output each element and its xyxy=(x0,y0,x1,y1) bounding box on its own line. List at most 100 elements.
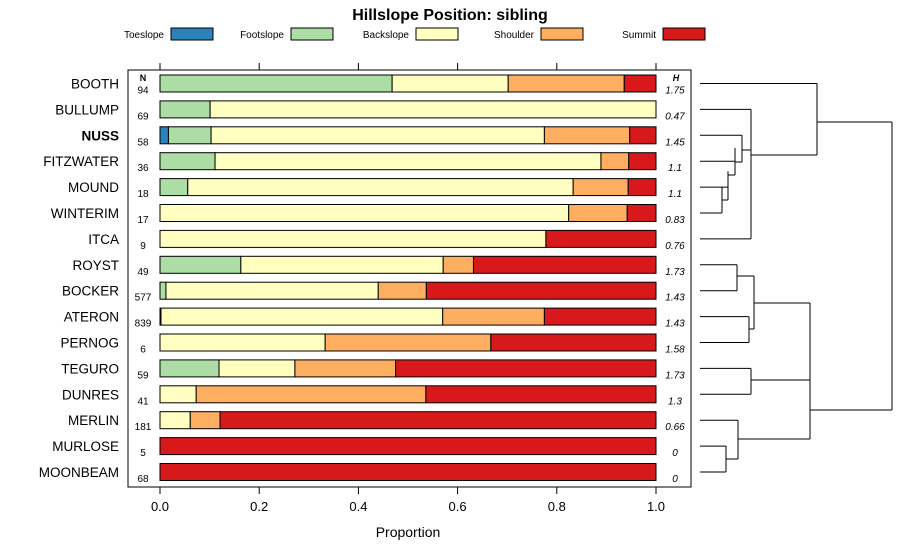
bar-fitzwater-shoulder xyxy=(600,152,630,171)
bar-pernog-shoulder xyxy=(324,333,492,352)
row-label-ateron: ATERON xyxy=(64,310,119,325)
chart-title: Hillslope Position: sibling xyxy=(352,7,548,24)
h-value-bocker: 1.43 xyxy=(665,293,685,304)
legend-swatch-backslope xyxy=(415,27,459,41)
x-tick-label-0-0: 0.0 xyxy=(151,499,169,514)
legend-swatch-summit xyxy=(662,27,706,41)
n-value-booth: 94 xyxy=(137,86,149,97)
bar-winterim-shoulder xyxy=(568,204,628,222)
bar-teguro-summit xyxy=(395,359,657,378)
row-label-murlose: MURLOSE xyxy=(52,439,119,454)
bar-dunres-shoulder xyxy=(195,385,427,404)
n-column-header: N xyxy=(140,73,147,83)
n-values: 94 69 58 36 18 17 9 49 577 839 6 59 41 181 5 68 xyxy=(135,86,152,486)
h-value-winterim: 0.83 xyxy=(665,215,685,226)
bar-bullump-footslope xyxy=(159,100,211,119)
bar-bocker-footslope xyxy=(159,281,167,300)
bar-merlin-summit xyxy=(219,411,657,430)
row-label-mound: MOUND xyxy=(68,180,119,195)
bar-dunres-summit xyxy=(425,385,657,404)
bar-ateron-shoulder xyxy=(442,307,545,326)
h-value-murlose: 0 xyxy=(672,448,678,459)
bar-itca-backslope xyxy=(159,229,547,248)
bar-nuss-footslope xyxy=(167,126,212,145)
bar-merlin-backslope xyxy=(159,411,191,430)
h-value-pernog: 1.58 xyxy=(665,345,685,356)
h-value-moonbeam: 0 xyxy=(672,474,678,485)
bar-booth-shoulder xyxy=(507,74,625,93)
n-value-itca: 9 xyxy=(140,241,146,252)
bar-bocker-shoulder xyxy=(377,281,427,300)
n-value-nuss: 58 xyxy=(137,137,149,148)
bar-fitzwater-footslope xyxy=(159,152,216,171)
n-value-murlose: 5 xyxy=(140,448,146,459)
row-label-bullump: BULLUMP xyxy=(55,102,119,117)
bar-bocker-summit xyxy=(425,281,657,300)
legend-label-toeslope: Toeslope xyxy=(124,30,164,41)
n-value-dunres: 41 xyxy=(137,396,149,407)
h-value-dunres: 1.3 xyxy=(668,396,682,407)
h-value-itca: 0.76 xyxy=(665,241,685,252)
x-tick-label-0-2: 0.2 xyxy=(250,499,268,514)
h-value-bullump: 0.47 xyxy=(665,111,685,122)
n-value-moonbeam: 68 xyxy=(137,474,149,485)
row-label-teguro: TEGURO xyxy=(61,361,119,376)
bar-nuss-shoulder xyxy=(543,126,631,145)
bar-bocker-backslope xyxy=(165,281,379,300)
h-value-nuss: 1.45 xyxy=(665,137,685,148)
bar-ateron-summit xyxy=(543,307,657,326)
h-value-booth: 1.75 xyxy=(665,86,685,97)
legend: Toeslope Footslope Backslope Shoulder Summit xyxy=(124,27,706,41)
h-value-teguro: 1.73 xyxy=(665,370,685,381)
bar-moonbeam-summit xyxy=(159,463,657,481)
bar-mound-backslope xyxy=(187,178,574,197)
bar-murlose-summit xyxy=(159,437,657,456)
h-column-header: H xyxy=(673,73,680,83)
legend-label-shoulder: Shoulder xyxy=(494,30,535,41)
n-value-ateron: 839 xyxy=(135,319,152,330)
n-value-teguro: 59 xyxy=(137,370,149,381)
x-axis-label: Proportion xyxy=(376,524,441,540)
bar-teguro-backslope xyxy=(218,359,296,378)
n-value-merlin: 181 xyxy=(135,422,152,433)
row-label-merlin: MERLIN xyxy=(68,413,119,428)
bar-pernog-summit xyxy=(490,333,657,352)
legend-swatch-shoulder xyxy=(540,27,584,41)
row-label-winterim: WINTERIM xyxy=(51,206,119,221)
h-value-fitzwater: 1.1 xyxy=(668,163,682,174)
n-value-winterim: 17 xyxy=(137,215,149,226)
bar-fitzwater-backslope xyxy=(214,152,602,171)
bar-royst-shoulder xyxy=(442,255,474,274)
h-value-ateron: 1.43 xyxy=(665,319,685,330)
row-label-dunres: DUNRES xyxy=(62,387,119,402)
bar-dunres-backslope xyxy=(159,385,197,404)
plot-frame xyxy=(127,69,692,488)
bar-booth-footslope xyxy=(159,74,393,93)
legend-label-footslope: Footslope xyxy=(240,30,284,41)
h-values: 1.75 0.47 1.45 1.1 1.1 0.83 0.76 1.73 1.43 1.43 1.… xyxy=(665,86,685,486)
row-label-itca: ITCA xyxy=(88,232,119,247)
bar-winterim-backslope xyxy=(159,204,570,222)
bar-mound-shoulder xyxy=(572,178,629,197)
dendrogram xyxy=(700,83,893,473)
bar-nuss-backslope xyxy=(210,126,545,145)
bar-merlin-shoulder xyxy=(189,411,221,430)
bar-mound-footslope xyxy=(159,178,189,197)
n-value-fitzwater: 36 xyxy=(137,163,149,174)
bar-itca-summit xyxy=(545,229,657,248)
n-value-pernog: 6 xyxy=(140,345,146,356)
h-value-royst: 1.73 xyxy=(665,267,685,278)
n-value-mound: 18 xyxy=(137,189,149,200)
row-labels: BOOTH BULLUMP NUSS FITZWATER MOUND WINTERIM IT… xyxy=(39,77,120,481)
legend-label-backslope: Backslope xyxy=(363,30,410,41)
n-value-royst: 49 xyxy=(137,267,149,278)
n-value-bocker: 577 xyxy=(135,293,152,304)
row-label-pernog: PERNOG xyxy=(60,336,119,351)
bar-bullump-backslope xyxy=(209,100,657,119)
row-label-booth: BOOTH xyxy=(71,77,119,92)
bar-mound-summit xyxy=(627,178,657,197)
row-label-moonbeam: MOONBEAM xyxy=(39,465,119,480)
bar-booth-summit xyxy=(623,74,657,93)
row-label-royst: ROYST xyxy=(72,258,119,273)
